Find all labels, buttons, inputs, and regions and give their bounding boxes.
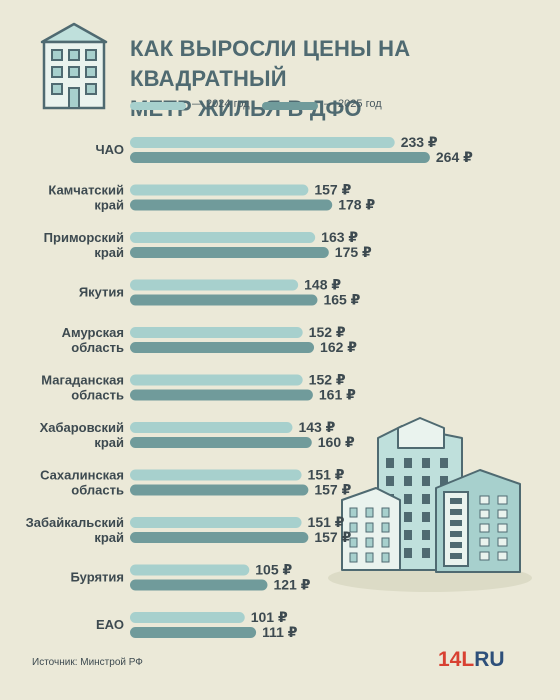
legend-swatch-2025 [262, 102, 318, 110]
value-label-2024: 152 ₽ [309, 372, 346, 388]
category-label: Камчатский [48, 183, 124, 198]
value-label-2025: 165 ₽ [323, 292, 360, 308]
value-label-2025: 160 ₽ [318, 434, 355, 450]
category-label: Магаданская [41, 373, 124, 388]
bar-2024 [130, 564, 250, 576]
bar-2024 [130, 517, 302, 528]
category-label: Приморский [44, 230, 124, 245]
buildings-illustration [328, 417, 532, 592]
site-logo: 14LRU [438, 648, 505, 672]
bar-2025 [130, 437, 312, 448]
bar-2025 [130, 342, 315, 353]
legend-label-2025: — 2025 год [324, 98, 382, 110]
bar-2025 [130, 247, 329, 258]
value-label-2024: 101 ₽ [251, 609, 288, 625]
chart-title: КАК ВЫРОСЛИ ЦЕНЫ НА КВАДРАТНЫЙ МЕТР ЖИЛЬ… [130, 34, 540, 124]
house-icon [40, 22, 108, 110]
legend-label-2024: — 2024 год [192, 98, 250, 110]
bar-2024 [130, 327, 303, 338]
category-label: Бурятия [70, 570, 124, 585]
bar-2024 [130, 612, 245, 623]
category-label: край [94, 530, 124, 545]
value-label-2025: 121 ₽ [273, 577, 310, 593]
category-label: область [71, 388, 124, 403]
bar-2024 [130, 232, 316, 243]
bar-2025 [130, 389, 313, 401]
category-label: край [94, 435, 124, 450]
value-label-2024: 151 ₽ [308, 514, 345, 530]
bar-2024 [130, 422, 293, 433]
bar-2025 [130, 627, 257, 638]
category-label: область [71, 340, 124, 355]
category-label: край [94, 198, 124, 213]
value-label-2024: 151 ₽ [308, 467, 345, 483]
value-label-2024: 148 ₽ [304, 277, 341, 293]
value-label-2024: 233 ₽ [401, 134, 438, 150]
category-label: ЕАО [96, 617, 124, 632]
category-label: Сахалинская [40, 468, 124, 483]
bar-2025 [130, 152, 430, 163]
value-label-2025: 111 ₽ [262, 624, 298, 640]
bar-2025 [130, 579, 268, 591]
value-label-2025: 162 ₽ [320, 339, 357, 355]
category-label: ЧАО [96, 142, 124, 157]
value-label-2024: 152 ₽ [309, 324, 346, 340]
value-label-2025: 157 ₽ [314, 529, 351, 545]
logo-number: 14 [438, 648, 462, 671]
bar-2025 [130, 532, 309, 543]
value-label-2024: 163 ₽ [321, 229, 358, 245]
value-label-2025: 264 ₽ [436, 149, 473, 165]
logo-letter: L [461, 648, 475, 671]
bar-2024 [130, 279, 299, 291]
title-line-1: КАК ВЫРОСЛИ ЦЕНЫ НА КВАДРАТНЫЙ [130, 36, 411, 91]
bar-2025 [130, 199, 333, 211]
source-note: Источник: Минстрой РФ [32, 657, 143, 668]
bar-2025 [130, 484, 309, 496]
category-label: Якутия [79, 285, 124, 300]
bar-2024 [130, 469, 302, 481]
category-label: Амурская [62, 325, 124, 340]
value-label-2025: 178 ₽ [338, 197, 375, 213]
bar-2025 [130, 294, 318, 306]
bar-2024 [130, 137, 395, 148]
value-label-2024: 157 ₽ [314, 182, 351, 198]
value-label-2024: 105 ₽ [255, 562, 292, 578]
value-label-2025: 157 ₽ [314, 482, 351, 498]
legend-swatch-2024 [130, 102, 186, 110]
bar-2024 [130, 374, 303, 386]
logo-ru: RU [474, 648, 505, 671]
category-label: Забайкальский [26, 515, 124, 530]
bar-2024 [130, 184, 309, 196]
value-label-2024: 143 ₽ [298, 419, 335, 435]
category-label: край [94, 245, 124, 260]
category-label: область [71, 483, 124, 498]
category-label: Хабаровский [40, 420, 124, 435]
value-label-2025: 175 ₽ [335, 244, 372, 260]
value-label-2025: 161 ₽ [319, 387, 356, 403]
